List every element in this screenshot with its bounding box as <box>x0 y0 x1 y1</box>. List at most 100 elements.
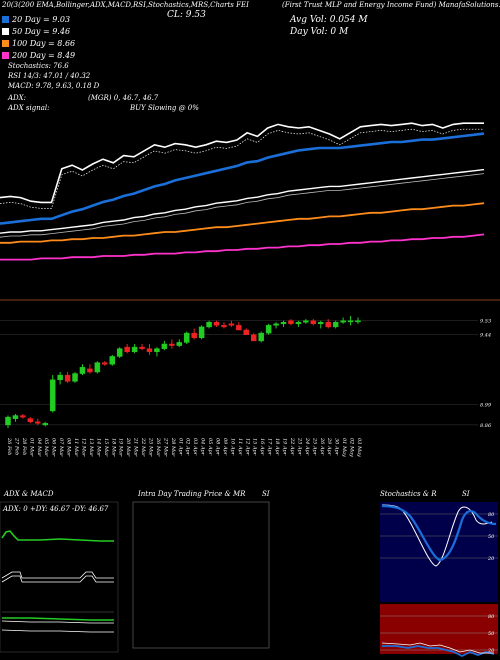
ema-line-2-band <box>0 173 485 238</box>
chart-header-left: 20(3(200 EMA,Bollinger,ADX,MACD,RSI,Stoc… <box>2 1 249 9</box>
candle-body <box>280 321 287 325</box>
candle-body <box>131 346 138 353</box>
adx-panel-frame <box>0 501 119 653</box>
date-tick-label: 26 Feb <box>6 437 12 455</box>
date-tick-label: 19 Mar <box>118 438 124 457</box>
date-tick-label: 25 Apr <box>311 437 317 456</box>
ema-line-1 <box>0 132 485 225</box>
ema-line-2 <box>0 168 485 234</box>
candle-body <box>176 342 183 346</box>
date-tick-label: 12 Mar <box>80 438 86 457</box>
candle-body <box>20 415 26 418</box>
date-tick-label: 09 Apr <box>222 438 228 456</box>
adx-label: ADX: <box>8 94 27 102</box>
candle-body <box>102 362 108 365</box>
candle-body <box>146 348 153 353</box>
candle-body <box>94 362 101 373</box>
date-tick-label: 07 Mar <box>58 438 64 457</box>
main-chart: 9.539.448.998.86 26 Feb 27 Feb 28 Feb 01 Ma… <box>0 122 500 457</box>
date-tick-label: 12 Apr <box>244 438 250 456</box>
candle-body <box>206 321 212 328</box>
legend-swatch <box>2 40 9 47</box>
date-tick-label: 05 Apr <box>207 438 213 456</box>
candle-body <box>35 421 41 424</box>
legend-label: 100 Day = 8.66 <box>12 39 76 48</box>
candle-body <box>250 334 257 342</box>
candle-body <box>116 348 123 357</box>
candle-body <box>124 346 130 353</box>
rsi-panel <box>380 604 498 654</box>
candle-body <box>258 332 264 342</box>
date-tick-label: 01 Apr <box>177 438 183 456</box>
date-tick-label: 20 Mar <box>125 437 131 457</box>
macd-value: MACD: 9.78, 9.63, 0.18 D <box>8 82 100 90</box>
candle-body <box>318 321 324 325</box>
date-tick-label: 15 Mar <box>103 438 109 457</box>
legend-ema20: 20 Day = 9.03 <box>2 15 70 24</box>
stoch-tick-50: 50 <box>488 534 495 540</box>
date-tick-label: 18 Apr <box>274 438 280 456</box>
rsi-white-line <box>381 642 494 654</box>
candle-body <box>325 321 331 328</box>
candle-body <box>49 379 56 412</box>
price-gridlines <box>0 320 478 426</box>
stoch-tick-20: 20 <box>487 556 495 562</box>
adx-values-text: ADX: 0 +DY: 46.67 -DY: 46.67 <box>2 505 109 513</box>
candle-body <box>12 415 19 419</box>
candle-body <box>57 374 63 381</box>
price-tick-label: 9.44 <box>480 333 491 339</box>
stochastics-suffix: SI <box>462 490 470 498</box>
date-tick-label: 27 Feb <box>13 437 19 455</box>
candle-body <box>303 320 309 323</box>
date-tick-label: 27 Mar <box>162 437 168 457</box>
date-tick-label: 16 Apr <box>259 438 265 456</box>
candle-body <box>288 320 294 325</box>
date-tick-label: 23 Apr <box>296 437 302 456</box>
legend-ema200: 200 Day = 8.49 <box>2 51 75 60</box>
date-tick-label: 15 Apr <box>252 438 258 456</box>
date-tick-label: 10 Apr <box>229 438 235 456</box>
candle-body <box>198 326 205 339</box>
stochastics-value: Stochastics: 76.6 <box>8 62 69 70</box>
intra-day-suffix: SI <box>262 490 270 498</box>
indicator-panels: ADX: 0 +DY: 46.67 -DY: 46.67 80 50 20 80… <box>0 501 498 658</box>
candle-body <box>355 320 361 323</box>
date-tick-label: 18 Mar <box>110 438 116 457</box>
date-tick-label: 02 Apr <box>185 438 191 456</box>
macd-green-line <box>2 617 114 621</box>
candle-body <box>109 356 116 365</box>
legend-ema100: 100 Day = 8.66 <box>2 39 75 48</box>
date-axis: 26 Feb 27 Feb 28 Feb 01 Mar 04 Mar 05 Mar 06 M… <box>6 437 362 457</box>
legend-label: 20 Day = 9.03 <box>12 15 71 24</box>
rsi-blue-line <box>382 645 495 658</box>
price-tick-label: 8.99 <box>480 403 492 409</box>
date-tick-label: 11 Mar <box>73 438 79 457</box>
stochastics-title: Stochastics & R <box>380 490 437 498</box>
avg-volume-label: Avg Vol: 0.054 M <box>290 15 368 25</box>
candle-body <box>295 321 302 325</box>
date-tick-label: 13 Mar <box>88 438 94 457</box>
date-tick-label: 05 Mar <box>43 438 49 457</box>
price-tick-label: 8.86 <box>480 423 492 429</box>
candle-body <box>183 332 190 343</box>
candle-body <box>310 320 317 325</box>
date-tick-label: 04 Apr <box>200 438 206 456</box>
candle-body <box>191 332 197 339</box>
rsi-value: RSI 14/3: 47.01 / 40.32 <box>8 72 91 80</box>
close-trace <box>0 122 484 204</box>
candle-body <box>27 418 34 423</box>
candle-body <box>64 374 71 382</box>
date-tick-label: 24 Apr <box>304 437 310 456</box>
date-tick-label: 21 Mar <box>133 437 139 457</box>
adx-signal-label: ADX signal: <box>8 104 50 112</box>
date-tick-label: 04 Mar <box>36 438 42 457</box>
date-tick-label: 03 May <box>356 438 362 457</box>
candle-body <box>169 343 175 346</box>
candle-body <box>139 346 145 349</box>
date-tick-label: 03 Apr <box>192 438 198 456</box>
date-tick-label: 02 May <box>349 438 355 457</box>
intra-day-panel <box>132 501 270 649</box>
candles <box>5 316 361 428</box>
rsi-tick-20: 20 <box>487 648 495 654</box>
candle-body <box>273 323 279 326</box>
